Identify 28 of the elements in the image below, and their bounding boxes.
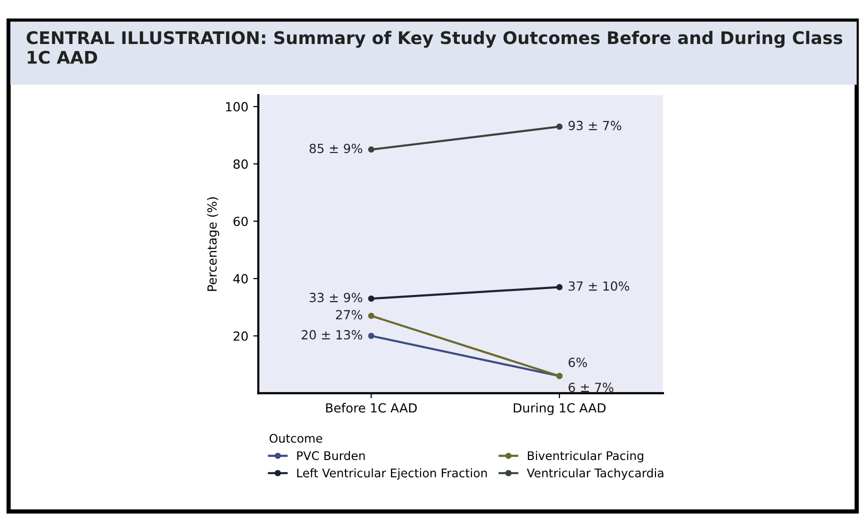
y-tick-label: 100 (226, 102, 248, 112)
point (556, 123, 563, 130)
legend-label: Left Ventricular Ejection Fraction (297, 468, 487, 480)
chart-title: CENTRAL ILLUSTRATION: Summary of Key Study Outcomes Before and During Class 1C AAD (26, 30, 842, 64)
data-label: 6% (568, 358, 587, 368)
point (368, 146, 374, 153)
data-label: 6 ± 7% (568, 382, 614, 392)
x-tick-label: During 1C AAD (514, 402, 606, 416)
y-tick-label: 60 (234, 216, 248, 226)
y-tick-label: 80 (234, 159, 248, 169)
point (368, 312, 374, 319)
legend-label: Ventricular Tachycardia (526, 468, 664, 480)
legend-title: Outcome (270, 434, 322, 443)
legend-label: Biventricular Pacing (528, 450, 644, 462)
data-label: 20 ± 13% (302, 330, 362, 340)
legend-label: PVC Burden (297, 450, 365, 460)
data-label: 33 ± 9% (310, 292, 362, 302)
point (556, 284, 563, 290)
y-tick-label: 20 (234, 331, 248, 341)
data-label: 27% (336, 310, 362, 320)
point (368, 295, 374, 302)
data-label: 93 ± 7% (568, 120, 622, 130)
data-label: 85 ± 9% (310, 144, 362, 154)
y-axis-title: Percentage (%) (207, 197, 220, 291)
point (368, 332, 374, 340)
y-tick-label: 40 (233, 274, 248, 284)
x-tick-label: Before 1C AAD (326, 402, 417, 413)
data-label: 37 ± 10% (568, 281, 630, 291)
